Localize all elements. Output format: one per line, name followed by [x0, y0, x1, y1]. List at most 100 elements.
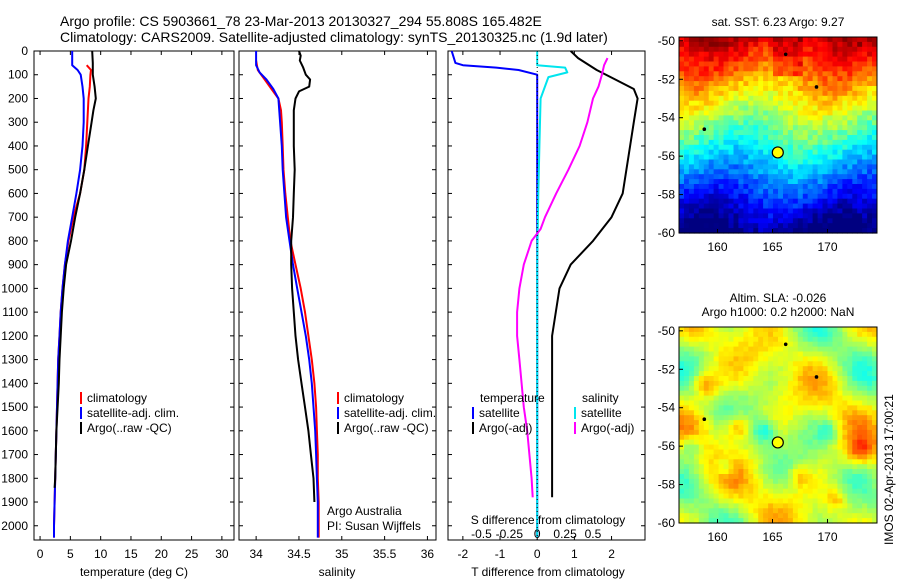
- map-cell: [773, 341, 779, 348]
- x-tick-label: 1: [571, 547, 578, 561]
- map-cell: [802, 376, 809, 382]
- map-cell: [812, 341, 819, 348]
- map-cell: [773, 61, 779, 67]
- map-cell: [718, 125, 725, 131]
- map-cell: [768, 71, 774, 77]
- map-cell: [708, 464, 715, 470]
- map-cell: [768, 218, 774, 224]
- map-cell: [778, 61, 784, 67]
- map-cell: [783, 90, 789, 97]
- map-cell: [847, 425, 853, 431]
- map-cell: [792, 503, 799, 509]
- map-cell: [787, 464, 794, 470]
- map-cell: [847, 439, 853, 446]
- map-cell: [807, 105, 814, 112]
- map-cell: [733, 361, 739, 367]
- sst-map: 160 165 170-50-52-54-56-58-60: [658, 34, 878, 254]
- map-cell: [778, 37, 784, 43]
- map-cell: [783, 488, 789, 495]
- map-cell: [827, 105, 833, 112]
- map-cell: [862, 174, 868, 180]
- map-cell: [797, 213, 804, 219]
- difference-xlabel: T difference from climatology: [471, 565, 625, 579]
- map-cell: [817, 159, 824, 165]
- map-x-tick-label: 170: [817, 530, 837, 544]
- map-cell: [837, 46, 843, 53]
- map-cell: [822, 100, 828, 107]
- map-cell: [728, 218, 734, 224]
- map-cell: [698, 376, 705, 382]
- map-cell: [862, 125, 868, 131]
- map-cell: [708, 46, 715, 53]
- map-cell: [768, 169, 774, 175]
- map-cell: [817, 459, 824, 465]
- map-cell: [763, 405, 769, 411]
- map-cell: [763, 110, 769, 116]
- map-cell: [763, 400, 769, 406]
- map-cell: [857, 488, 863, 495]
- map-cell: [723, 449, 729, 455]
- map-cell: [693, 86, 700, 92]
- map-cell: [768, 410, 774, 416]
- map-cell: [867, 503, 873, 509]
- map-cell: [708, 410, 715, 416]
- map-cell: [787, 115, 794, 121]
- map-cell: [733, 110, 739, 116]
- map-cell: [758, 154, 764, 161]
- map-cell: [842, 449, 848, 455]
- map-cell: [758, 434, 764, 441]
- map-cell: [797, 154, 804, 161]
- map-cell: [758, 464, 764, 470]
- map-cell: [708, 61, 715, 67]
- map-cell: [773, 385, 779, 392]
- map-cell: [778, 420, 784, 426]
- s-tick-label: 0.25: [553, 527, 577, 541]
- s-tick-label: 0: [534, 527, 541, 541]
- map-cell: [837, 213, 843, 219]
- map-cell: [852, 213, 858, 219]
- map-cell: [738, 223, 744, 229]
- map-cell: [703, 125, 710, 131]
- map-cell: [748, 120, 754, 126]
- map-cell: [713, 71, 720, 77]
- map-cell: [679, 56, 685, 63]
- map-cell: [763, 193, 769, 200]
- map-cell: [827, 81, 833, 87]
- map-cell: [802, 66, 809, 72]
- map-cell: [753, 346, 759, 353]
- map-cell: [753, 390, 759, 397]
- map-cell: [723, 454, 729, 460]
- map-cell: [822, 425, 828, 431]
- map-cell: [748, 493, 754, 500]
- map-cell: [862, 95, 868, 102]
- map-cell: [698, 503, 705, 509]
- map-cell: [852, 76, 858, 82]
- map-cell: [783, 459, 789, 465]
- map-cell: [872, 444, 878, 451]
- map-cell: [728, 125, 734, 131]
- map-cell: [802, 469, 809, 475]
- map-cell: [743, 405, 749, 411]
- map-cell: [857, 390, 863, 397]
- map-cell: [827, 346, 833, 353]
- map-cell: [763, 76, 769, 82]
- map-cell: [718, 110, 725, 116]
- map-cell: [812, 184, 819, 190]
- map-cell: [723, 66, 729, 72]
- map-cell: [768, 483, 774, 490]
- map-cell: [718, 390, 725, 397]
- map-cell: [763, 71, 769, 77]
- map-cell: [862, 493, 868, 500]
- map-cell: [758, 454, 764, 460]
- map-cell: [688, 498, 695, 504]
- map-cell: [812, 361, 819, 367]
- map-cell: [807, 198, 814, 205]
- map-cell: [817, 139, 824, 146]
- map-cell: [857, 46, 863, 53]
- map-cell: [802, 159, 809, 165]
- map-cell: [748, 115, 754, 121]
- map-cell: [718, 169, 725, 175]
- map-cell: [728, 149, 734, 156]
- map-cell: [812, 174, 819, 180]
- map-cell: [822, 327, 828, 333]
